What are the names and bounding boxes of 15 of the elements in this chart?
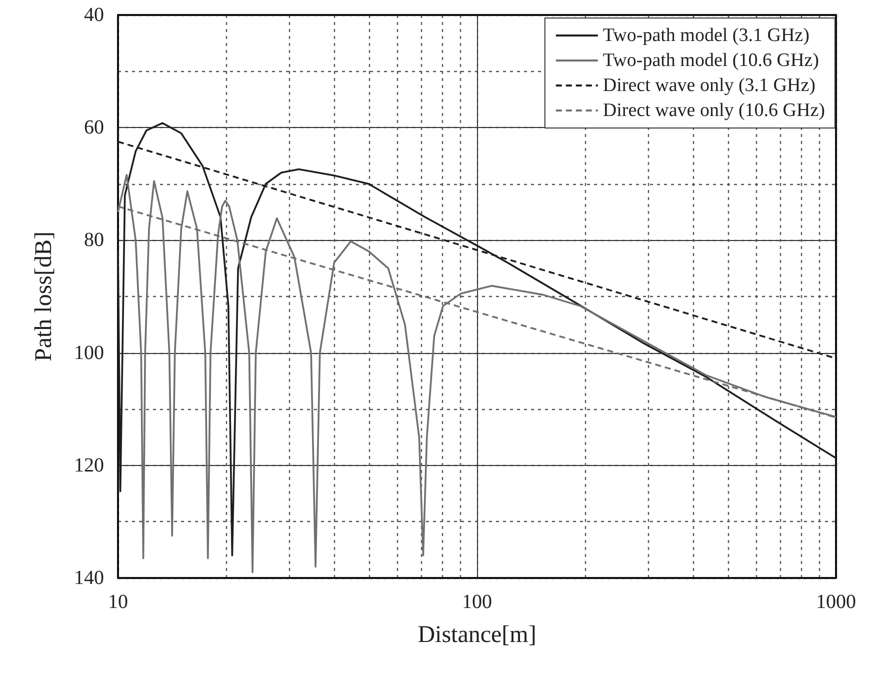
y-tick-label: 120 xyxy=(74,454,104,476)
x-axis-title: Distance[m] xyxy=(418,622,536,648)
legend-label: Two-path model (3.1 GHz) xyxy=(602,25,810,46)
legend-label: Direct wave only (3.1 GHz) xyxy=(602,75,816,96)
y-tick-label: 80 xyxy=(84,229,104,252)
x-tick-label: 10 xyxy=(108,591,128,613)
y-tick-label: 100 xyxy=(74,342,104,364)
y-tick-label: 140 xyxy=(74,567,104,589)
x-tick-label: 1000 xyxy=(816,591,856,613)
y-tick-label: 60 xyxy=(84,116,104,139)
y-tick-label: 40 xyxy=(84,4,104,26)
legend-label: Two-path model (10.6 GHz) xyxy=(602,50,819,71)
legend-label: Direct wave only (10.6 GHz) xyxy=(602,100,826,121)
y-axis-title: Path loss[dB] xyxy=(31,231,57,362)
x-tick-label: 100 xyxy=(462,591,492,613)
